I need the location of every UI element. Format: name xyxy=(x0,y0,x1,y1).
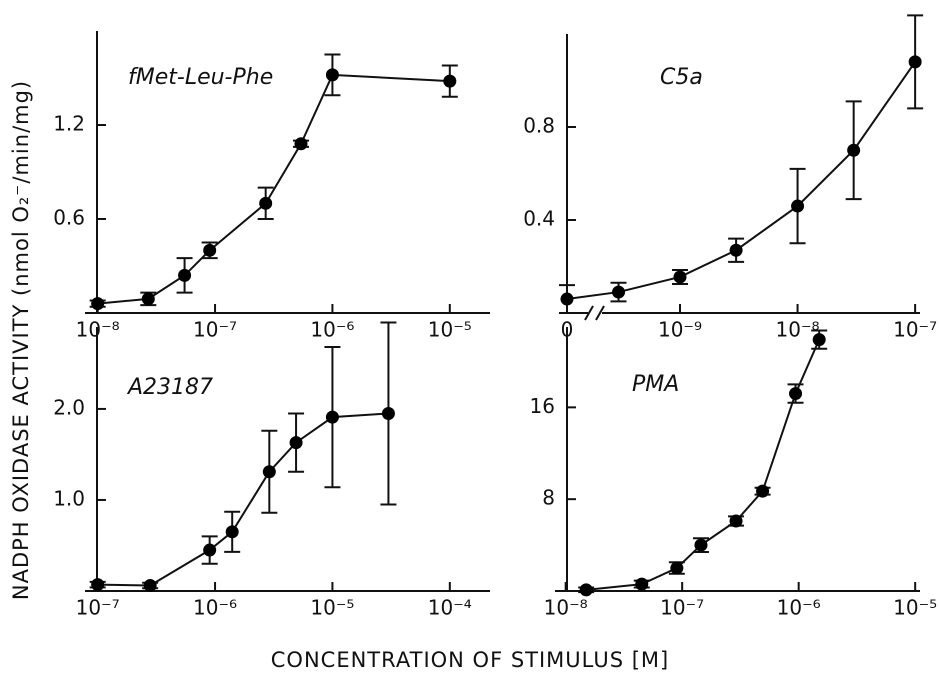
y-tick-label: 2.0 xyxy=(53,395,85,419)
x-tick-label: 10⁻⁵ xyxy=(310,596,354,620)
x-tick-label: 10⁻⁸ xyxy=(544,596,588,620)
y-tick-label: 0.4 xyxy=(523,207,555,231)
data-point xyxy=(91,297,105,311)
data-line xyxy=(566,61,916,301)
y-axis-label: NADPH OXIDASE ACTIVITY (nmol O₂⁻/min/mg) xyxy=(9,80,33,600)
data-point xyxy=(791,199,805,213)
data-point xyxy=(635,577,649,591)
x-tick-label: 10⁻⁵ xyxy=(893,596,937,620)
data-point xyxy=(203,243,217,257)
panel-title: A23187 xyxy=(126,375,213,400)
panel-title: C5a xyxy=(660,65,703,90)
data-point xyxy=(789,387,803,401)
data-point xyxy=(91,578,105,592)
data-point xyxy=(673,270,687,284)
data-point xyxy=(579,583,593,597)
x-tick-label: 10⁻⁷ xyxy=(893,318,937,342)
data-point xyxy=(289,436,303,450)
data-point xyxy=(560,292,574,306)
x-axis-label: CONCENTRATION OF STIMULUS [M] xyxy=(271,648,669,672)
data-point xyxy=(756,484,770,498)
x-tick-label: 10⁻⁷ xyxy=(76,596,120,620)
panel-title: fMet-Leu-Phe xyxy=(128,65,273,90)
panel-title: PMA xyxy=(632,372,679,397)
axis-break xyxy=(584,302,605,324)
break-mark xyxy=(584,305,594,321)
data-line xyxy=(97,412,389,587)
data-point xyxy=(694,538,708,552)
x-tick-label: 10⁻⁷ xyxy=(660,596,704,620)
break-mark xyxy=(595,305,605,321)
data-point xyxy=(294,137,308,151)
data-point xyxy=(612,285,626,299)
y-tick-label: 16 xyxy=(530,394,555,418)
data-point xyxy=(259,196,273,210)
data-point xyxy=(670,561,684,575)
data-point xyxy=(847,143,861,157)
y-tick-label: 0.6 xyxy=(53,206,85,230)
x-tick-label: 10⁻⁶ xyxy=(193,596,237,620)
data-point xyxy=(443,74,457,88)
data-point xyxy=(729,514,743,528)
data-point xyxy=(381,406,395,420)
x-tick-label: 10⁻⁶ xyxy=(777,596,821,620)
data-point xyxy=(141,292,155,306)
data-point xyxy=(729,243,743,257)
data-point xyxy=(262,465,276,479)
data-point xyxy=(812,333,826,347)
data-line xyxy=(97,73,450,305)
data-point xyxy=(143,579,157,593)
x-tick-label: 10⁻⁵ xyxy=(428,318,472,342)
x-tick-label: 10⁻⁷ xyxy=(193,318,237,342)
y-tick-label: 8 xyxy=(542,486,555,510)
data-point xyxy=(225,525,239,539)
y-tick-label: 1.0 xyxy=(53,486,85,510)
data-point xyxy=(908,55,922,69)
data-point xyxy=(325,68,339,82)
x-tick-label: 10⁻⁶ xyxy=(310,318,354,342)
data-point xyxy=(203,543,217,557)
data-point xyxy=(178,268,192,282)
x-tick-label: 10⁻⁴ xyxy=(428,596,472,620)
data-point xyxy=(325,410,339,424)
x-tick-label: 10⁻⁹ xyxy=(658,318,702,342)
y-tick-label: 0.8 xyxy=(523,114,555,138)
y-tick-label: 1.2 xyxy=(53,112,85,136)
